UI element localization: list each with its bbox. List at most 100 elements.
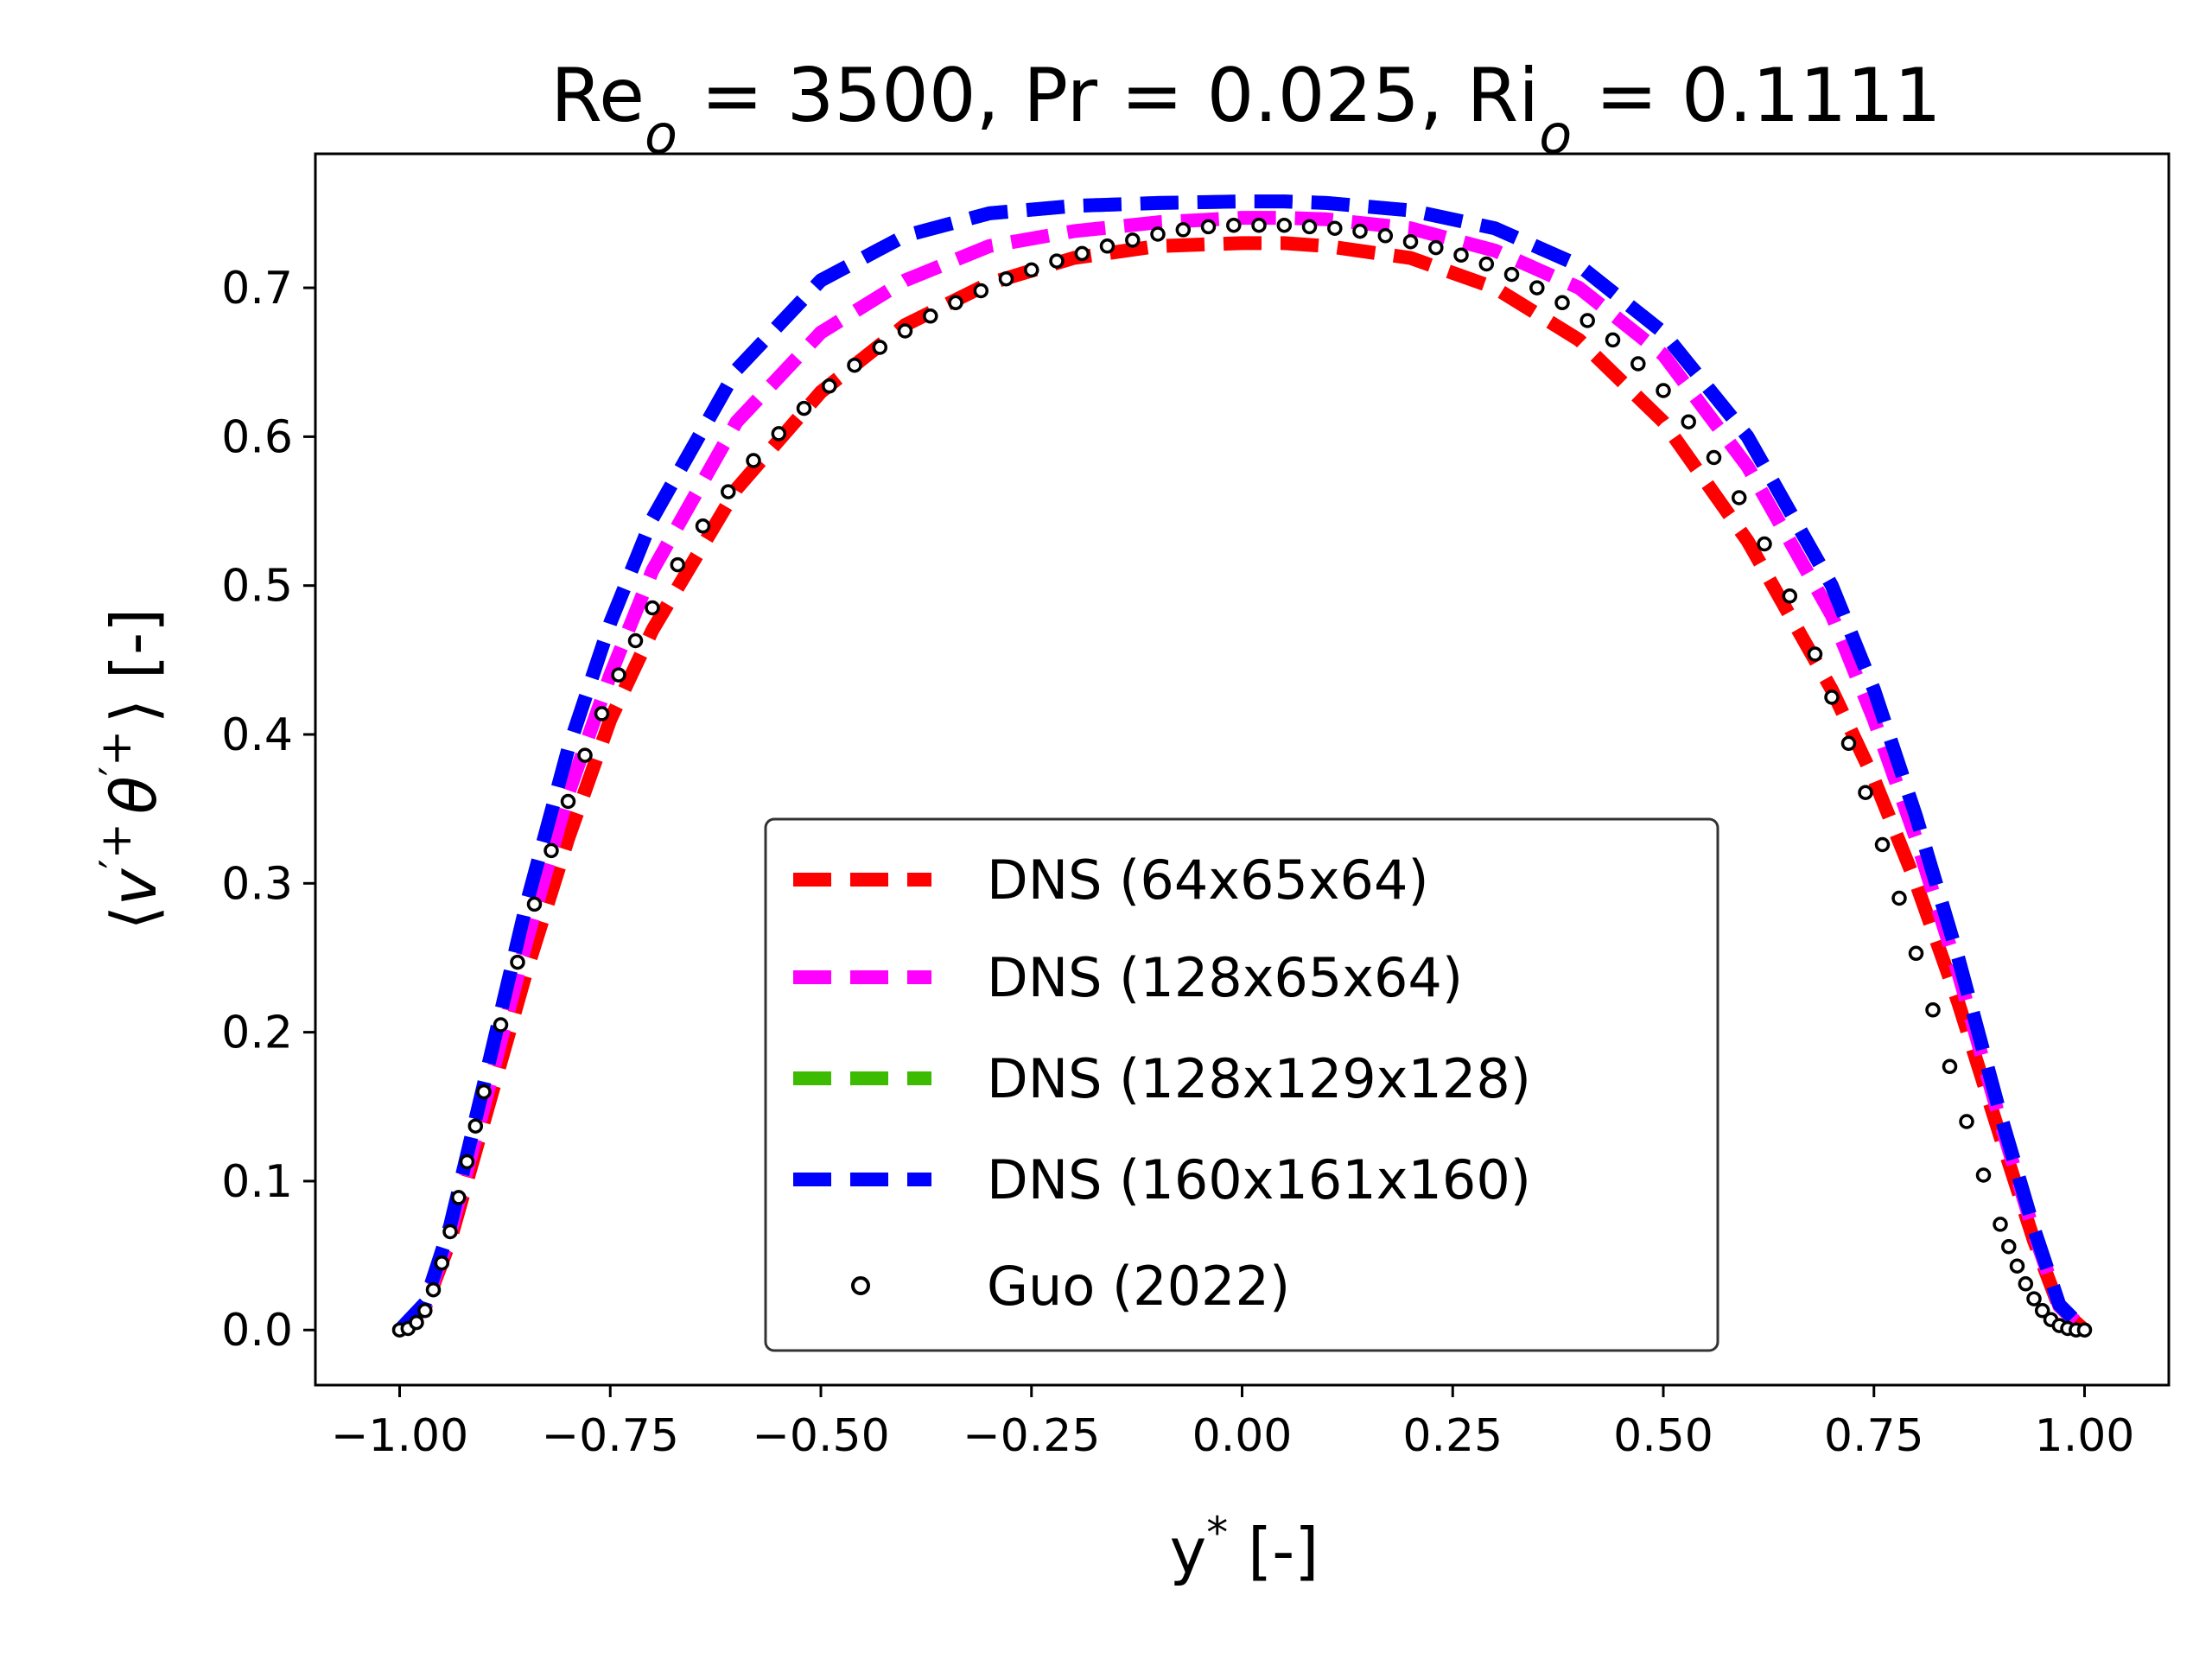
data-point	[923, 308, 938, 324]
data-point	[1251, 217, 1267, 233]
data-point	[1975, 1167, 1992, 1183]
data-point	[1630, 356, 1646, 372]
data-point	[2018, 1276, 2034, 1292]
y-tick-label: 0.5	[221, 561, 293, 613]
data-point	[670, 556, 686, 573]
x-tick-label: 0.25	[1402, 1410, 1503, 1462]
legend-label-dns-128-129: DNS (128x129x128)	[987, 1047, 1531, 1110]
data-point	[872, 340, 888, 355]
data-point	[2026, 1291, 2042, 1306]
data-point	[442, 1224, 458, 1240]
data-point	[2009, 1258, 2025, 1274]
data-point	[451, 1190, 467, 1205]
data-point	[1024, 262, 1039, 278]
chart-title: Reo = 3500, Pr = 0.025, Rio = 0.1111	[550, 53, 1942, 166]
legend-label-dns-128-65: DNS (128x65x64)	[987, 946, 1463, 1009]
data-point	[721, 484, 736, 499]
data-point	[1125, 232, 1141, 248]
data-point	[611, 667, 626, 683]
data-point	[459, 1154, 475, 1170]
data-point	[1276, 217, 1293, 233]
data-point	[1554, 295, 1570, 311]
data-point	[425, 1281, 442, 1298]
x-tick-label: −0.25	[963, 1410, 1100, 1462]
data-point	[1706, 449, 1722, 466]
x-tick-label: −1.00	[331, 1410, 468, 1462]
y-tick-label: 0.7	[221, 263, 293, 315]
y-tick-label: 0.4	[221, 709, 293, 761]
data-point	[1402, 233, 1419, 250]
data-point	[1840, 735, 1857, 752]
data-point	[560, 793, 576, 810]
data-point	[1681, 414, 1696, 429]
data-point	[2076, 1322, 2093, 1338]
x-tick-label: 0.00	[1192, 1410, 1293, 1462]
legend-label-dns-64: DNS (64x65x64)	[987, 849, 1429, 912]
y-tick-label: 0.2	[221, 1007, 293, 1059]
data-point	[796, 400, 812, 416]
data-point	[1993, 1217, 2008, 1232]
data-point	[1478, 256, 1495, 272]
data-point	[771, 426, 787, 442]
data-point	[948, 295, 963, 311]
data-point	[822, 378, 837, 394]
data-point	[1200, 219, 1217, 235]
data-point	[1099, 238, 1116, 254]
data-point	[645, 600, 660, 616]
data-point	[2034, 1303, 2050, 1319]
data-point	[1049, 253, 1065, 269]
data-point	[1605, 332, 1621, 348]
x-tick-label: 0.75	[1824, 1410, 1924, 1462]
data-point	[417, 1303, 433, 1319]
data-point	[1874, 836, 1891, 853]
data-point	[1942, 1058, 1958, 1075]
data-point	[1175, 222, 1192, 238]
data-point	[1428, 239, 1444, 256]
data-point	[1959, 1114, 1974, 1129]
data-point	[1301, 219, 1318, 235]
legend-marker-guo	[851, 1276, 870, 1295]
y-tick-label: 0.3	[221, 858, 293, 910]
data-point	[1503, 266, 1520, 283]
data-point	[409, 1314, 424, 1331]
series-layer	[391, 194, 2093, 1338]
data-point	[897, 323, 913, 339]
legend: DNS (64x65x64) DNS (128x65x64) DNS (128x…	[764, 817, 1719, 1352]
data-point	[695, 518, 711, 534]
data-point	[1782, 588, 1798, 604]
data-point	[1925, 1002, 1941, 1018]
x-tick-label: −0.50	[752, 1410, 889, 1462]
data-point	[577, 747, 593, 763]
data-point	[1757, 536, 1772, 552]
x-tick-label: 1.00	[2035, 1410, 2135, 1462]
data-point	[1824, 690, 1840, 705]
y-tick-label: 0.0	[221, 1305, 293, 1357]
data-point	[543, 842, 559, 859]
data-point	[434, 1255, 450, 1271]
data-point	[1074, 245, 1090, 262]
data-point	[998, 270, 1014, 287]
data-point	[1580, 313, 1595, 328]
data-point	[1891, 890, 1907, 906]
x-tick-label: −0.75	[542, 1410, 679, 1462]
data-point	[510, 954, 525, 970]
data-point	[1377, 228, 1394, 244]
data-point	[1807, 646, 1823, 662]
data-point	[594, 706, 610, 721]
y-tick-label: 0.6	[221, 411, 293, 463]
x-tick-label: 0.50	[1613, 1410, 1713, 1462]
x-axis-label: y* [-]	[1170, 1508, 1319, 1587]
y-axis-label: ⟨v′+θ′+⟩ [-]	[91, 608, 170, 930]
y-axis: 0.0 0.1 0.2 0.3 0.4 0.5 0.6 0.7	[221, 263, 315, 1357]
data-point	[1858, 785, 1873, 800]
data-point	[526, 896, 543, 912]
data-point	[1327, 220, 1343, 236]
data-point	[847, 357, 862, 373]
data-point	[1453, 247, 1469, 263]
legend-label-guo: Guo (2022)	[987, 1255, 1290, 1318]
data-point	[1908, 945, 1924, 962]
data-point	[1226, 217, 1242, 233]
data-point	[467, 1118, 484, 1134]
data-point	[1731, 490, 1747, 505]
